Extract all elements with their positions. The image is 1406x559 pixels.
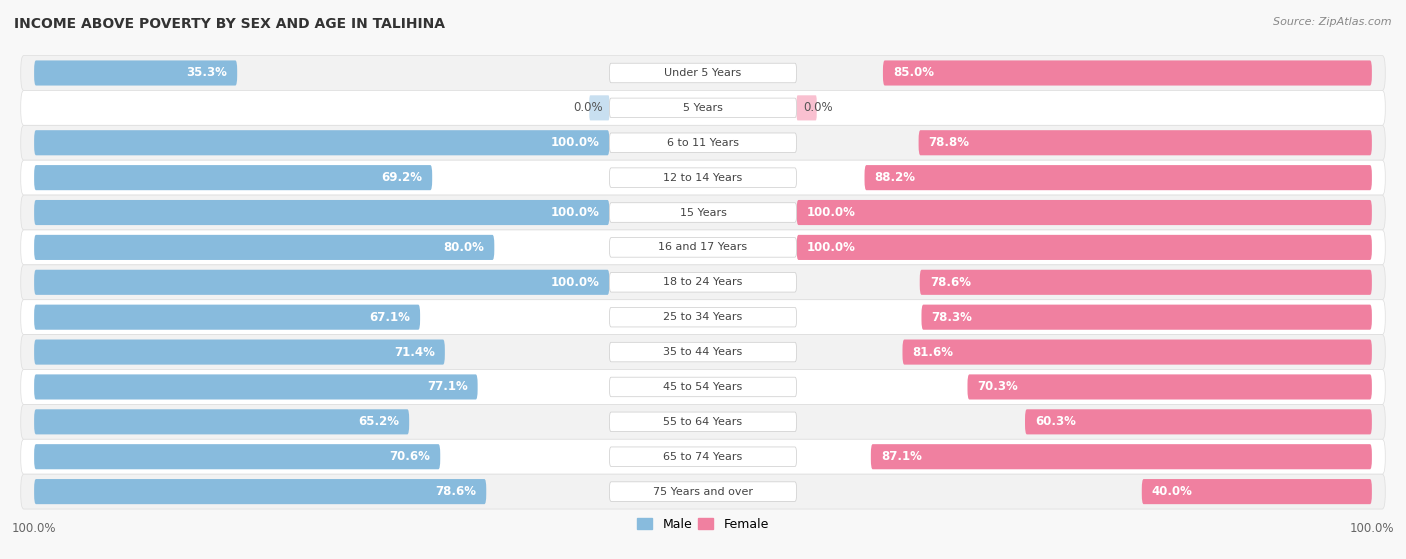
Text: 100.0%: 100.0% — [807, 241, 855, 254]
Text: 67.1%: 67.1% — [370, 311, 411, 324]
Text: 88.2%: 88.2% — [875, 171, 915, 184]
FancyBboxPatch shape — [21, 265, 1385, 300]
FancyBboxPatch shape — [21, 404, 1385, 439]
Text: Source: ZipAtlas.com: Source: ZipAtlas.com — [1274, 17, 1392, 27]
FancyBboxPatch shape — [1142, 479, 1372, 504]
Text: 65 to 74 Years: 65 to 74 Years — [664, 452, 742, 462]
Text: 69.2%: 69.2% — [381, 171, 422, 184]
FancyBboxPatch shape — [797, 96, 817, 120]
FancyBboxPatch shape — [34, 375, 478, 400]
FancyBboxPatch shape — [1025, 409, 1372, 434]
FancyBboxPatch shape — [918, 130, 1372, 155]
FancyBboxPatch shape — [609, 447, 797, 467]
Text: 77.1%: 77.1% — [427, 381, 468, 394]
Text: 6 to 11 Years: 6 to 11 Years — [666, 138, 740, 148]
Text: INCOME ABOVE POVERTY BY SEX AND AGE IN TALIHINA: INCOME ABOVE POVERTY BY SEX AND AGE IN T… — [14, 17, 446, 31]
FancyBboxPatch shape — [21, 335, 1385, 369]
Text: 25 to 34 Years: 25 to 34 Years — [664, 312, 742, 322]
Text: 35.3%: 35.3% — [186, 67, 228, 79]
Text: 75 Years and over: 75 Years and over — [652, 486, 754, 496]
Text: 100.0%: 100.0% — [551, 206, 599, 219]
FancyBboxPatch shape — [797, 200, 1372, 225]
FancyBboxPatch shape — [609, 412, 797, 432]
Text: 80.0%: 80.0% — [443, 241, 484, 254]
Text: 18 to 24 Years: 18 to 24 Years — [664, 277, 742, 287]
FancyBboxPatch shape — [34, 165, 432, 190]
Text: 35 to 44 Years: 35 to 44 Years — [664, 347, 742, 357]
FancyBboxPatch shape — [609, 238, 797, 257]
FancyBboxPatch shape — [21, 55, 1385, 91]
Text: 70.3%: 70.3% — [977, 381, 1018, 394]
Legend: Male, Female: Male, Female — [633, 513, 773, 536]
FancyBboxPatch shape — [870, 444, 1372, 469]
Text: 15 Years: 15 Years — [679, 207, 727, 217]
FancyBboxPatch shape — [609, 342, 797, 362]
Text: Under 5 Years: Under 5 Years — [665, 68, 741, 78]
FancyBboxPatch shape — [589, 96, 609, 120]
FancyBboxPatch shape — [609, 203, 797, 222]
FancyBboxPatch shape — [903, 339, 1372, 364]
FancyBboxPatch shape — [883, 60, 1372, 86]
Text: 45 to 54 Years: 45 to 54 Years — [664, 382, 742, 392]
FancyBboxPatch shape — [609, 98, 797, 117]
Text: 100.0%: 100.0% — [551, 276, 599, 289]
FancyBboxPatch shape — [21, 160, 1385, 195]
FancyBboxPatch shape — [34, 235, 495, 260]
FancyBboxPatch shape — [34, 305, 420, 330]
FancyBboxPatch shape — [865, 165, 1372, 190]
Text: 100.0%: 100.0% — [551, 136, 599, 149]
Text: 40.0%: 40.0% — [1152, 485, 1192, 498]
Text: 78.8%: 78.8% — [928, 136, 970, 149]
Text: 71.4%: 71.4% — [394, 345, 434, 358]
Text: 16 and 17 Years: 16 and 17 Years — [658, 243, 748, 253]
FancyBboxPatch shape — [920, 270, 1372, 295]
FancyBboxPatch shape — [21, 474, 1385, 509]
Text: 70.6%: 70.6% — [389, 450, 430, 463]
FancyBboxPatch shape — [609, 63, 797, 83]
Text: 5 Years: 5 Years — [683, 103, 723, 113]
FancyBboxPatch shape — [609, 482, 797, 501]
FancyBboxPatch shape — [921, 305, 1372, 330]
FancyBboxPatch shape — [34, 200, 609, 225]
FancyBboxPatch shape — [34, 444, 440, 469]
Text: 78.6%: 78.6% — [436, 485, 477, 498]
FancyBboxPatch shape — [34, 339, 444, 364]
Text: 12 to 14 Years: 12 to 14 Years — [664, 173, 742, 183]
Text: 81.6%: 81.6% — [912, 345, 953, 358]
Text: 78.6%: 78.6% — [929, 276, 970, 289]
FancyBboxPatch shape — [609, 273, 797, 292]
FancyBboxPatch shape — [34, 409, 409, 434]
FancyBboxPatch shape — [21, 230, 1385, 265]
Text: 100.0%: 100.0% — [807, 206, 855, 219]
Text: 0.0%: 0.0% — [574, 101, 603, 115]
FancyBboxPatch shape — [34, 270, 609, 295]
FancyBboxPatch shape — [34, 130, 609, 155]
FancyBboxPatch shape — [34, 479, 486, 504]
Text: 60.3%: 60.3% — [1035, 415, 1076, 428]
FancyBboxPatch shape — [21, 195, 1385, 230]
Text: 87.1%: 87.1% — [882, 450, 922, 463]
Text: 85.0%: 85.0% — [893, 67, 934, 79]
FancyBboxPatch shape — [21, 91, 1385, 125]
FancyBboxPatch shape — [609, 168, 797, 187]
Text: 55 to 64 Years: 55 to 64 Years — [664, 417, 742, 427]
FancyBboxPatch shape — [609, 307, 797, 327]
FancyBboxPatch shape — [797, 235, 1372, 260]
Text: 78.3%: 78.3% — [932, 311, 973, 324]
FancyBboxPatch shape — [609, 377, 797, 397]
FancyBboxPatch shape — [21, 125, 1385, 160]
FancyBboxPatch shape — [609, 133, 797, 153]
FancyBboxPatch shape — [21, 369, 1385, 404]
Text: 65.2%: 65.2% — [359, 415, 399, 428]
FancyBboxPatch shape — [967, 375, 1372, 400]
FancyBboxPatch shape — [34, 60, 238, 86]
FancyBboxPatch shape — [21, 439, 1385, 474]
Text: 0.0%: 0.0% — [803, 101, 832, 115]
FancyBboxPatch shape — [21, 300, 1385, 335]
